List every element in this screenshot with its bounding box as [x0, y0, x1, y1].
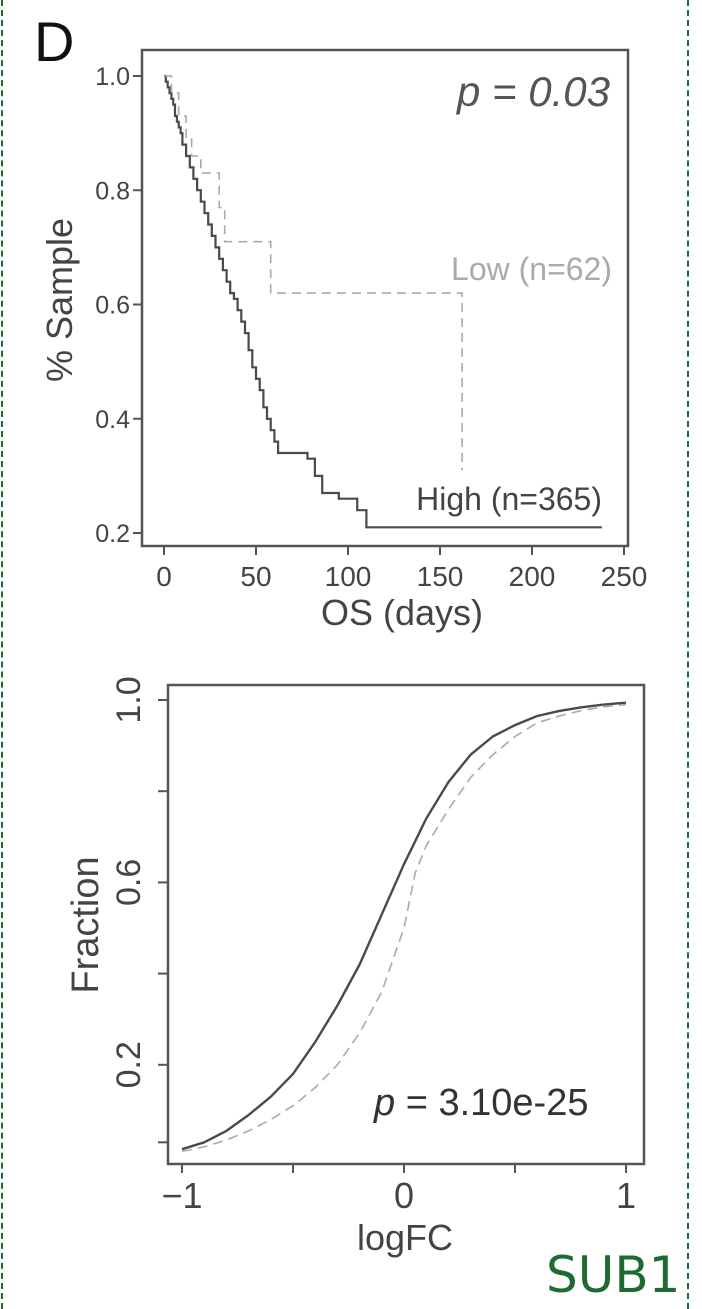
- survival-line-low: [164, 75, 463, 471]
- cdf-line-solid: [181, 701, 627, 1151]
- cdf-line-dashed: [181, 703, 627, 1153]
- plot-frame: [140, 48, 630, 548]
- legend-high-label: High (n=365): [416, 481, 602, 517]
- survival-chart: 0 50 100 150 200 250 0.2 0.4 0.6 0.8 1.0 OS (days)%…: [39, 48, 648, 633]
- x-tick-label: 150: [417, 561, 464, 592]
- y-tick-label: 1.0: [95, 63, 130, 91]
- y-tick-label: 0.8: [95, 177, 130, 205]
- x-tick-label: 0: [156, 561, 172, 592]
- y-tick-label: 0.4: [95, 406, 130, 434]
- y-axis-label: % Sample: [39, 218, 80, 382]
- left-dashed-border: [1, 0, 3, 1309]
- x-tick-label: −1: [161, 1175, 202, 1216]
- x-tick-label: 100: [325, 561, 372, 592]
- x-tick-label: 200: [509, 561, 556, 592]
- x-axis-label: logFC: [357, 1217, 453, 1258]
- panel-letter: D: [34, 10, 75, 73]
- y-tick-label: 0.6: [95, 292, 130, 320]
- plot-frame: [166, 683, 646, 1166]
- legend-low-label: Low (n=62): [451, 251, 612, 287]
- x-tick-label: 50: [240, 561, 271, 592]
- y-tick-label: 0.2: [95, 520, 130, 548]
- cdf-chart: −1 0 1 0.2 0.6 1.0 logFC Fraction p = 3.10e-25: [65, 676, 646, 1258]
- p-value-annotation: p = 0.03: [455, 68, 610, 115]
- right-dashed-border: [687, 0, 689, 1309]
- p-value-annotation: p = 3.10e-25: [373, 1082, 588, 1124]
- y-axis-label: Fraction: [65, 856, 107, 993]
- x-tick-label: 1: [616, 1175, 636, 1216]
- x-tick-label: 250: [601, 561, 648, 592]
- x-tick-label: 0: [394, 1175, 414, 1216]
- y-tick-label: 1.0: [110, 676, 148, 723]
- y-tick-label: 0.6: [110, 859, 148, 906]
- y-tick-label: 0.2: [110, 1041, 148, 1088]
- x-axis-label: OS (days): [321, 592, 483, 633]
- survival-line-high: [164, 74, 602, 529]
- p-value: = 3.10e-25: [395, 1082, 588, 1124]
- p-symbol: p: [373, 1082, 395, 1124]
- gene-label: SUB1: [546, 1246, 681, 1304]
